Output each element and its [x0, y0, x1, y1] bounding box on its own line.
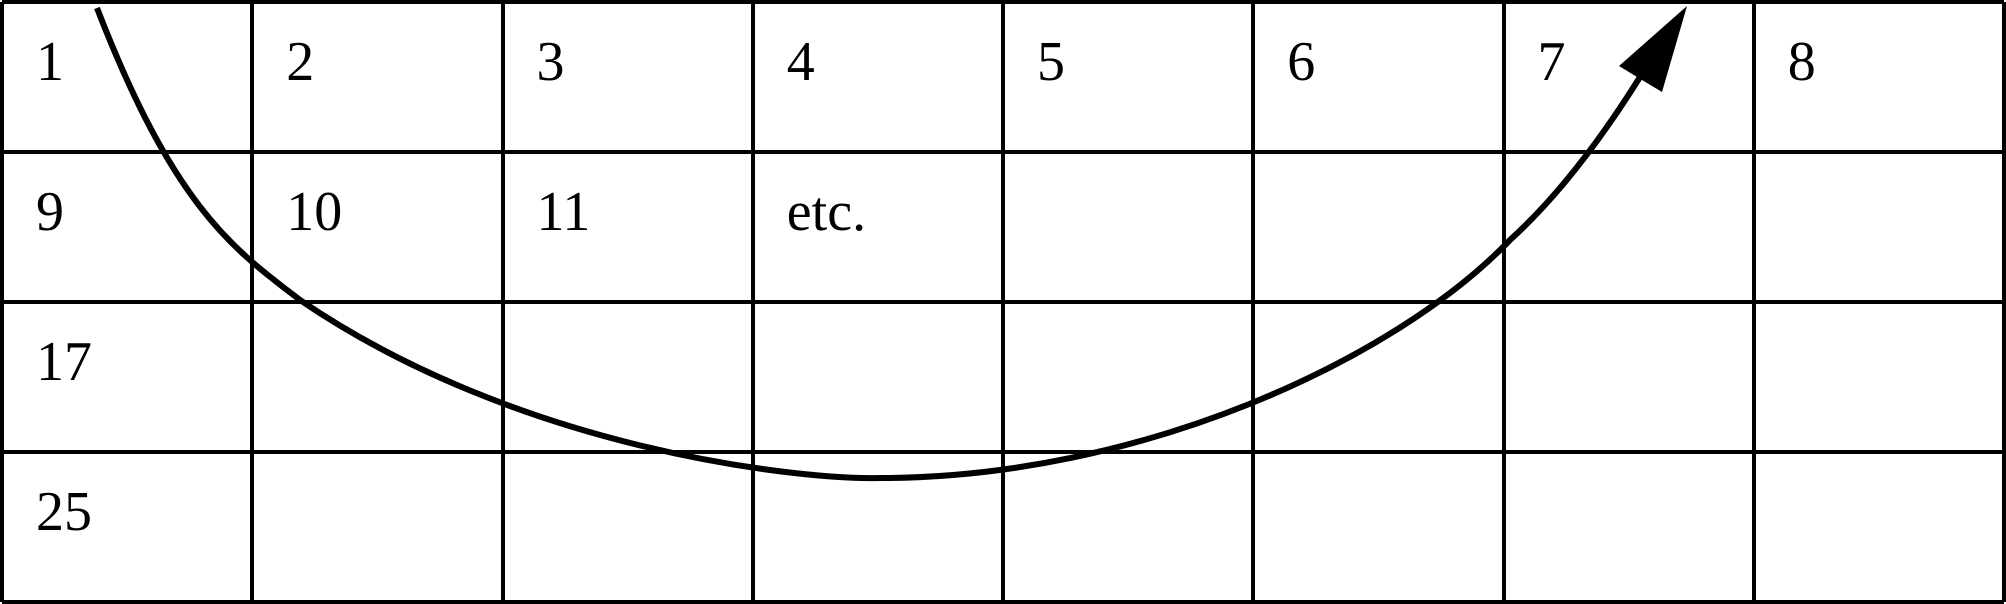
cell-label: 8: [1788, 31, 1816, 93]
cell-label: 5: [1037, 31, 1065, 93]
sweep-curve: [94, 6, 1643, 482]
cell-label: 2: [286, 31, 314, 93]
cell-label: 3: [537, 31, 565, 93]
cell-labels: 1 2 3 4 5 6 7 8 9 10 11 etc. 17 25: [36, 31, 1816, 543]
cell-label: etc.: [787, 181, 866, 243]
cell-label: 17: [36, 331, 92, 393]
arrowhead-icon: [1619, 6, 1687, 92]
cell-label: 7: [1538, 31, 1566, 93]
cell-label: 1: [36, 31, 64, 93]
cell-label: 9: [36, 181, 64, 243]
cell-label: 11: [537, 181, 591, 243]
cell-label: 6: [1287, 31, 1315, 93]
cell-label: 10: [286, 181, 342, 243]
cell-label: 4: [787, 31, 815, 93]
cell-label: 25: [36, 481, 92, 543]
